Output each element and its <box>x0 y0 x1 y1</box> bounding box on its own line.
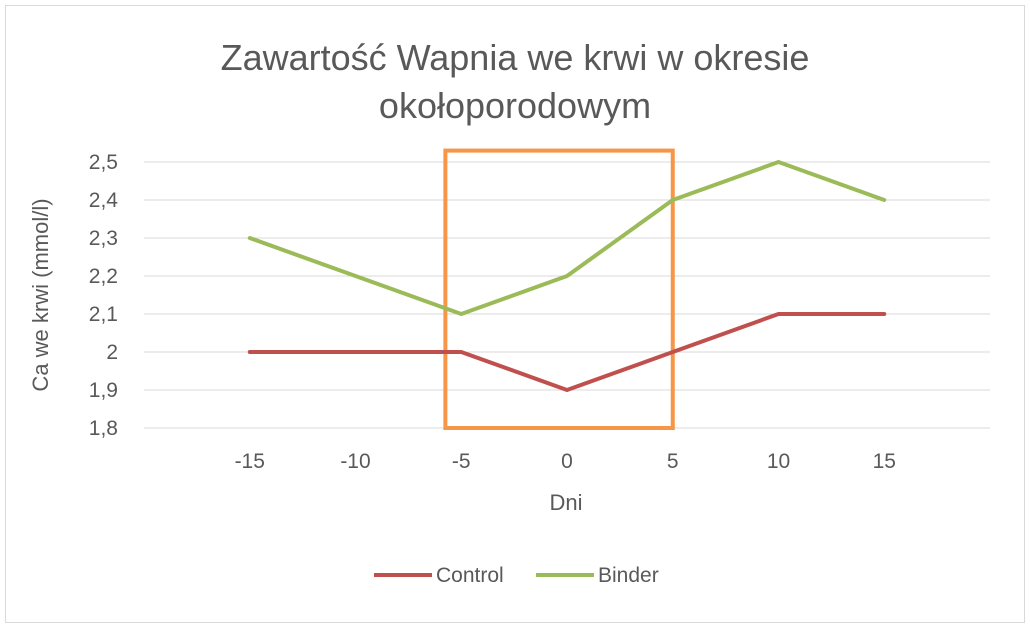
y-tick-label: 2,4 <box>89 189 119 212</box>
y-tick-label: 2,1 <box>89 303 118 326</box>
highlight-group <box>443 148 675 430</box>
x-tick-label: -10 <box>340 450 370 473</box>
series-line-binder <box>247 160 887 316</box>
x-tick-label: -15 <box>235 450 265 473</box>
y-tick-label: 2 <box>106 341 118 364</box>
y-tick-label: 2,3 <box>89 227 118 250</box>
highlight-box <box>443 148 675 430</box>
x-axis-title: Dni <box>549 490 582 515</box>
x-tick-label: 0 <box>561 450 573 473</box>
y-tick-label: 1,8 <box>89 417 118 440</box>
chart-title-line-2: okołoporodowym <box>379 85 651 126</box>
legend-label-binder: Binder <box>598 564 659 587</box>
y-axis-title: Ca we krwi (mmol/l) <box>28 198 53 391</box>
legend-label-control: Control <box>436 564 504 587</box>
x-tick-label: -5 <box>452 450 471 473</box>
y-tick-label: 2,2 <box>89 265 118 288</box>
legend: Control Binder <box>374 564 659 587</box>
x-tick-label: 5 <box>667 450 679 473</box>
chart-title-line-1: Zawartość Wapnia we krwi w okresie <box>221 37 810 78</box>
series-lines <box>247 160 887 392</box>
x-tick-label: 10 <box>767 450 790 473</box>
y-axis-ticks: 1,8 1,9 2 2,1 2,2 2,3 2,4 2,5 <box>89 151 119 440</box>
y-tick-label: 2,5 <box>89 151 118 174</box>
series-line-control <box>247 312 887 392</box>
x-tick-label: 15 <box>873 450 896 473</box>
y-tick-label: 1,9 <box>89 379 118 402</box>
x-axis-ticks: -15 -10 -5 0 5 10 15 <box>235 450 896 473</box>
